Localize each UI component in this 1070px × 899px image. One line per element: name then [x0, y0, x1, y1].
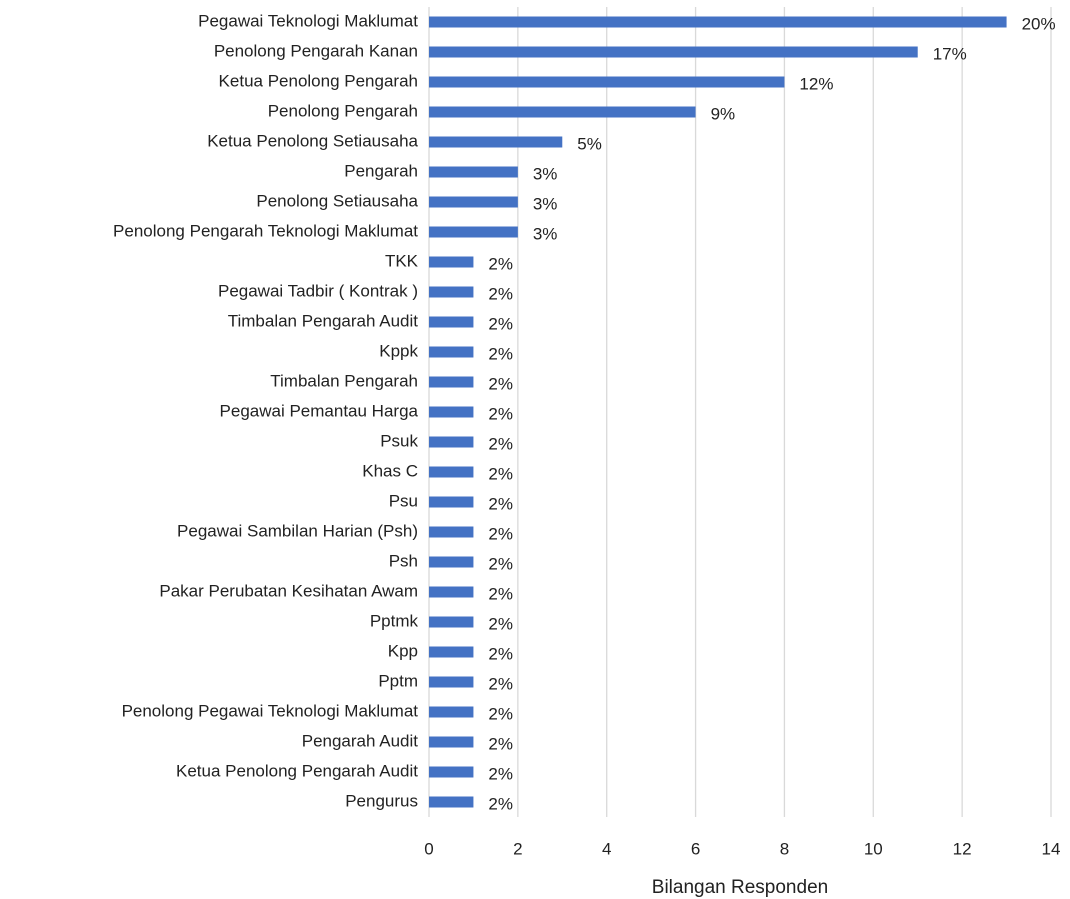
- data-label: 2%: [488, 524, 513, 543]
- y-tick-label: Ketua Penolong Setiausaha: [207, 131, 418, 150]
- y-tick-label: Psh: [389, 551, 418, 570]
- x-axis-title: Bilangan Responden: [652, 877, 828, 898]
- y-tick-label: Pegawai Tadbir ( Kontrak ): [218, 281, 418, 300]
- data-label: 2%: [488, 734, 513, 753]
- bar: [429, 646, 474, 658]
- y-tick-label: TKK: [385, 251, 419, 270]
- y-tick-label: Ketua Penolong Pengarah Audit: [176, 761, 418, 780]
- y-tick-label: Penolong Pengarah Teknologi Maklumat: [113, 221, 418, 240]
- data-label: 3%: [533, 194, 558, 213]
- bar: [429, 136, 563, 148]
- bar: [429, 406, 474, 418]
- bar: [429, 616, 474, 628]
- bar: [429, 466, 474, 478]
- data-label: 2%: [488, 404, 513, 423]
- bar: [429, 226, 518, 238]
- bar: [429, 676, 474, 688]
- y-tick-label: Penolong Setiausaha: [256, 191, 418, 210]
- data-label: 9%: [711, 104, 736, 123]
- bar: [429, 436, 474, 448]
- x-tick-label: 6: [691, 839, 700, 858]
- bar: [429, 316, 474, 328]
- x-tick-label: 8: [780, 839, 789, 858]
- data-label: 12%: [799, 74, 833, 93]
- data-label: 3%: [533, 224, 558, 243]
- data-label: 2%: [488, 794, 513, 813]
- data-label: 2%: [488, 284, 513, 303]
- bar: [429, 286, 474, 298]
- y-tick-label: Pptmk: [370, 611, 419, 630]
- y-tick-label: Pegawai Teknologi Maklumat: [198, 11, 418, 30]
- data-label: 2%: [488, 614, 513, 633]
- y-tick-label: Penolong Pengarah: [268, 101, 418, 120]
- bar: [429, 556, 474, 568]
- y-tick-label: Kppk: [379, 341, 418, 360]
- bar: [429, 196, 518, 208]
- y-tick-label: Kpp: [388, 641, 418, 660]
- bar: [429, 496, 474, 508]
- y-tick-label: Pengarah Audit: [302, 731, 419, 750]
- y-tick-label: Pptm: [378, 671, 418, 690]
- data-label: 2%: [488, 434, 513, 453]
- bar: [429, 526, 474, 538]
- bar: [429, 766, 474, 778]
- x-tick-label: 4: [602, 839, 611, 858]
- data-label: 2%: [488, 674, 513, 693]
- data-label: 2%: [488, 644, 513, 663]
- bar: [429, 76, 785, 88]
- y-tick-label: Khas C: [362, 461, 418, 480]
- x-tick-label: 12: [953, 839, 972, 858]
- y-tick-label: Timbalan Pengarah Audit: [228, 311, 419, 330]
- y-tick-label: Psuk: [380, 431, 418, 450]
- y-tick-label: Pakar Perubatan Kesihatan Awam: [159, 581, 418, 600]
- y-tick-label: Ketua Penolong Pengarah: [219, 71, 418, 90]
- x-tick-label: 10: [864, 839, 883, 858]
- y-tick-label: Pengurus: [345, 791, 418, 810]
- data-label: 2%: [488, 764, 513, 783]
- y-tick-label: Penolong Pegawai Teknologi Maklumat: [122, 701, 419, 720]
- bar: [429, 706, 474, 718]
- data-label: 2%: [488, 464, 513, 483]
- data-label: 20%: [1022, 14, 1056, 33]
- bar: [429, 166, 518, 178]
- data-label: 5%: [577, 134, 602, 153]
- bar: [429, 796, 474, 808]
- data-label: 2%: [488, 554, 513, 573]
- bar: [429, 376, 474, 388]
- bar: [429, 106, 696, 118]
- data-label: 2%: [488, 254, 513, 273]
- x-tick-label: 14: [1042, 839, 1061, 858]
- bar: [429, 46, 918, 58]
- y-tick-label: Penolong Pengarah Kanan: [214, 41, 418, 60]
- x-tick-label: 2: [513, 839, 522, 858]
- bar: [429, 16, 1007, 28]
- data-label: 2%: [488, 494, 513, 513]
- bar: [429, 256, 474, 268]
- data-label: 2%: [488, 344, 513, 363]
- bar: [429, 346, 474, 358]
- x-tick-label: 0: [424, 839, 433, 858]
- y-tick-label: Pengarah: [344, 161, 418, 180]
- data-label: 2%: [488, 584, 513, 603]
- bar: [429, 586, 474, 598]
- y-tick-label: Psu: [389, 491, 418, 510]
- data-label: 17%: [933, 44, 967, 63]
- y-tick-label: Pegawai Pemantau Harga: [220, 401, 419, 420]
- data-label: 2%: [488, 314, 513, 333]
- bar: [429, 736, 474, 748]
- data-label: 2%: [488, 374, 513, 393]
- y-tick-label: Pegawai Sambilan Harian (Psh): [177, 521, 418, 540]
- data-label: 3%: [533, 164, 558, 183]
- data-label: 2%: [488, 704, 513, 723]
- y-tick-label: Timbalan Pengarah: [270, 371, 418, 390]
